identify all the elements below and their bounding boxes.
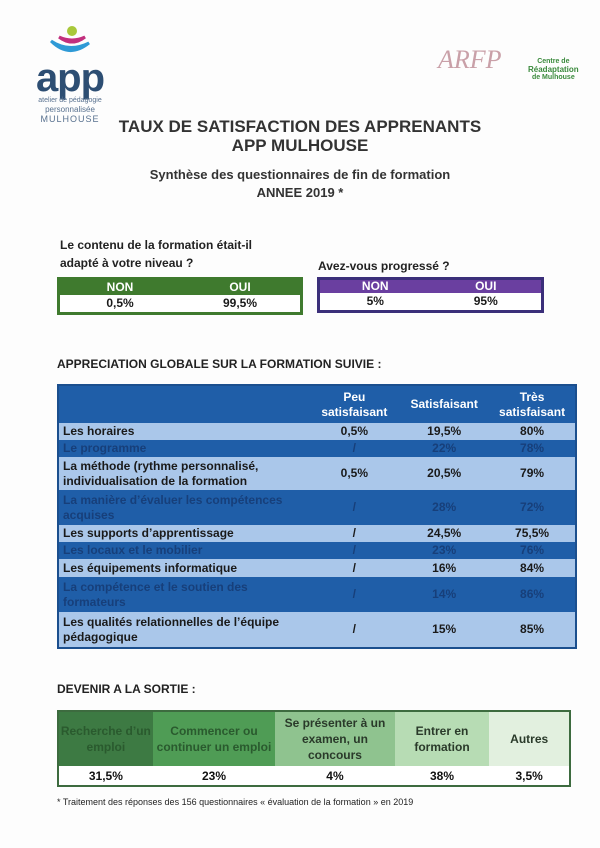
cdr-logo-line3: de Mulhouse: [531, 74, 575, 81]
devenir-value: 23%: [152, 766, 276, 786]
app-figure-icon: [49, 26, 90, 52]
appreciation-table: Peu satisfaisant Satisfaisant Très satis…: [57, 384, 577, 649]
q2-non-value: 5%: [366, 294, 384, 308]
q2-non-header: NON: [361, 279, 389, 293]
app-logo-line2: personnalisée: [45, 105, 95, 114]
devenir-value: 4%: [275, 766, 395, 786]
row-label: La méthode (rythme personnalisé, individ…: [58, 457, 310, 490]
q1-oui-value: 99,5%: [222, 296, 258, 310]
table-row: Les équipements informatique/16% 84%: [58, 559, 576, 577]
cdr-logo-line2: Réadaptation: [528, 65, 579, 74]
table-row: La méthode (rythme personnalisé, individ…: [58, 457, 576, 490]
row-label: Les locaux et le mobilier: [58, 542, 310, 559]
devenir-label: Commencer ou continuer un emploi: [152, 711, 276, 766]
tres-satisfaisant-value: 76%: [489, 542, 576, 559]
row-label: Les qualités relationnelles de l’équipe …: [58, 612, 310, 648]
row-label: La compétence et le soutien des formateu…: [58, 577, 310, 612]
devenir-value: 31,5%: [58, 766, 153, 786]
devenir-value-row: 31,5% 23% 4% 38% 3,5%: [58, 766, 570, 786]
cdr-logo-line1: Centre de: [537, 58, 570, 65]
q1-table: NON OUI 0,5% 99,5%: [57, 277, 303, 315]
peu-satisfaisant-value: /: [309, 490, 400, 525]
q2-oui-header: OUI: [475, 279, 497, 293]
satisfaisant-value: 14%: [399, 577, 490, 612]
q1-oui-header: OUI: [229, 280, 251, 294]
column-header-tres: Très satisfaisant: [489, 385, 576, 423]
q2-question: Avez-vous progressé ?: [318, 259, 450, 273]
peu-satisfaisant-value: /: [309, 440, 400, 457]
table-row: Les supports d’apprentissage/24,5% 75,5%: [58, 525, 576, 542]
devenir-table: Recherche d’un emploi Commencer ou contin…: [57, 710, 571, 787]
page-title-line2: APP MULHOUSE: [231, 136, 369, 155]
devenir-label: Autres: [489, 711, 570, 766]
q2-table: NON OUI 5% 95%: [317, 277, 544, 313]
table-row: Les horaires 0,5% 19,5% 80%: [58, 423, 576, 440]
page-title-line1: TAUX DE SATISFACTION DES APPRENANTS: [118, 117, 482, 136]
devenir-value: 38%: [394, 766, 490, 786]
satisfaisant-value: 28%: [399, 490, 490, 525]
peu-satisfaisant-value: /: [309, 559, 400, 577]
satisfaisant-value: 20,5%: [399, 457, 490, 490]
tres-satisfaisant-value: 84%: [489, 559, 576, 577]
appreciation-heading: APPRECIATION GLOBALE SUR LA FORMATION SU…: [57, 357, 382, 371]
q1-line2: adapté à votre niveau ?: [60, 256, 194, 270]
satisfaisant-value: 15%: [399, 612, 490, 648]
row-label: Le programme: [58, 440, 310, 457]
devenir-value: 3,5%: [489, 766, 570, 786]
devenir-label: Se présenter à un examen, un concours: [275, 711, 395, 766]
peu-satisfaisant-value: /: [309, 577, 400, 612]
tres-satisfaisant-value: 80%: [489, 423, 576, 440]
tres-satisfaisant-value: 79%: [489, 457, 576, 490]
table-header-row: Peu satisfaisant Satisfaisant Très satis…: [58, 385, 576, 423]
q1-non-header: NON: [106, 280, 134, 294]
app-logo-line1: atelier de pédagogie: [38, 97, 102, 104]
subtitle-line2: ANNEE 2019 *: [256, 185, 344, 200]
devenir-heading: DEVENIR A LA SORTIE :: [57, 682, 196, 696]
tres-satisfaisant-value: 72%: [489, 490, 576, 525]
satisfaisant-value: 16%: [399, 559, 490, 577]
app-logo-word: app: [35, 56, 105, 100]
peu-satisfaisant-value: 0,5%: [309, 423, 400, 440]
satisfaisant-value: 22%: [399, 440, 490, 457]
column-header-satisfaisant: Satisfaisant: [399, 385, 490, 423]
table-row: Les locaux et le mobilier/23% 76%: [58, 542, 576, 559]
tres-satisfaisant-value: 86%: [489, 577, 576, 612]
peu-satisfaisant-value: /: [309, 612, 400, 648]
peu-satisfaisant-value: 0,5%: [309, 457, 400, 490]
subtitle-line1: Synthèse des questionnaires de fin de fo…: [149, 167, 451, 182]
q1-line1: Le contenu de la formation était-il: [60, 238, 253, 252]
peu-satisfaisant-value: /: [309, 525, 400, 542]
devenir-label: Recherche d’un emploi: [58, 711, 153, 766]
tres-satisfaisant-value: 75,5%: [489, 525, 576, 542]
row-label: Les horaires: [58, 423, 310, 440]
q1-question: Le contenu de la formation était-il adap…: [60, 236, 252, 272]
devenir-label: Entrer en formation: [394, 711, 490, 766]
column-header-peu: Peu satisfaisant: [309, 385, 400, 423]
cdr-logo: Centre de Réadaptation de Mulhouse: [528, 58, 579, 82]
tres-satisfaisant-value: 78%: [489, 440, 576, 457]
devenir-header-row: Recherche d’un emploi Commencer ou contin…: [58, 711, 570, 766]
q2-oui-value: 95%: [473, 294, 498, 308]
table-row: La manière d’évaluer les compétences acq…: [58, 490, 576, 525]
tres-satisfaisant-value: 85%: [489, 612, 576, 648]
row-label: Les supports d’apprentissage: [58, 525, 310, 542]
q1-non-value: 0,5%: [106, 296, 134, 310]
satisfaisant-value: 23%: [399, 542, 490, 559]
row-label: La manière d’évaluer les compétences acq…: [58, 490, 310, 525]
satisfaisant-value: 24,5%: [399, 525, 490, 542]
table-row: La compétence et le soutien des formateu…: [58, 577, 576, 612]
peu-satisfaisant-value: /: [309, 542, 400, 559]
footnote: * Traitement des réponses des 156 questi…: [57, 797, 414, 807]
table-row: Les qualités relationnelles de l’équipe …: [58, 612, 576, 648]
column-header: [58, 385, 310, 423]
app-logo-line3: MULHOUSE: [40, 114, 100, 124]
arfp-logo: ARFP: [438, 45, 502, 74]
table-row: Le programme/22% 78%: [58, 440, 576, 457]
app-logo: app atelier de pédagogie personnalisée M…: [35, 25, 105, 124]
satisfaisant-value: 19,5%: [399, 423, 490, 440]
row-label: Les équipements informatique: [58, 559, 310, 577]
